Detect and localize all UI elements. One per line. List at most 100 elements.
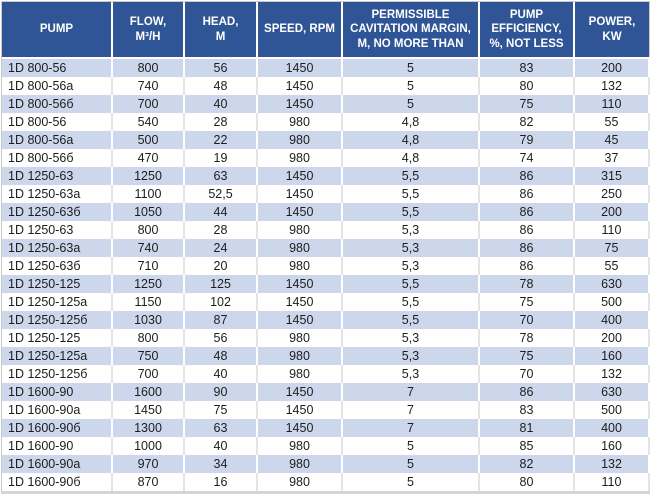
value-cell: 980 bbox=[257, 347, 343, 365]
value-cell: 132 bbox=[574, 455, 650, 473]
value-cell: 80 bbox=[479, 77, 575, 95]
value-cell: 7 bbox=[342, 401, 480, 419]
value-cell: 1450 bbox=[257, 95, 343, 113]
value-cell: 980 bbox=[257, 257, 343, 275]
value-cell: 82 bbox=[479, 455, 575, 473]
value-cell: 24 bbox=[184, 239, 258, 257]
value-cell: 1250 bbox=[112, 275, 185, 293]
column-header-5: PUMP EFFICIENCY, %, NOT LESS bbox=[479, 2, 575, 59]
value-cell: 160 bbox=[574, 437, 650, 455]
value-cell: 20 bbox=[184, 257, 258, 275]
table-row: 1D 800-56б 470 19 980 4,8 74 37 bbox=[2, 149, 650, 167]
value-cell: 55 bbox=[574, 257, 650, 275]
value-cell: 980 bbox=[257, 113, 343, 131]
pump-name-cell: 1D 1250-125б bbox=[2, 365, 113, 383]
table-row: 1D 1250-63a 1100 52,5 1450 5,5 86 250 bbox=[2, 185, 650, 203]
table-row: 1D 1600-90б 870 16 980 5 80 110 bbox=[2, 473, 650, 491]
column-header-3: SPEED, RPM bbox=[257, 2, 343, 59]
table-row: 1D 1600-90б 1300 63 1450 7 81 400 bbox=[2, 419, 650, 437]
pump-name-cell: 1D 800-56 bbox=[2, 113, 113, 131]
value-cell: 1450 bbox=[257, 419, 343, 437]
value-cell: 200 bbox=[574, 203, 650, 221]
column-header-2: HEAD, M bbox=[184, 2, 258, 59]
pump-name-cell: 1D 1600-90a bbox=[2, 455, 113, 473]
value-cell: 86 bbox=[479, 185, 575, 203]
value-cell: 5 bbox=[342, 455, 480, 473]
pump-name-cell: 1D 1600-90 bbox=[2, 437, 113, 455]
value-cell: 980 bbox=[257, 473, 343, 491]
value-cell: 125 bbox=[184, 275, 258, 293]
value-cell: 5 bbox=[342, 473, 480, 491]
value-cell: 1030 bbox=[112, 311, 185, 329]
value-cell: 86 bbox=[479, 167, 575, 185]
value-cell: 870 bbox=[112, 473, 185, 491]
value-cell: 80 bbox=[479, 473, 575, 491]
pump-name-cell: 1D 1250-63 bbox=[2, 167, 113, 185]
value-cell: 70 bbox=[479, 311, 575, 329]
value-cell: 110 bbox=[574, 221, 650, 239]
value-cell: 1250 bbox=[112, 167, 185, 185]
value-cell: 200 bbox=[574, 58, 650, 77]
table-row: 1D 800-56 800 56 1450 5 83 200 bbox=[2, 58, 650, 77]
table-row: 1D 800-56a 500 22 980 4,8 79 45 bbox=[2, 131, 650, 149]
table-body: 1D 800-56 800 56 1450 5 83 200 1D 800-56a 740 48 1… bbox=[2, 58, 650, 491]
value-cell: 1050 bbox=[112, 203, 185, 221]
value-cell: 500 bbox=[574, 293, 650, 311]
value-cell: 200 bbox=[574, 329, 650, 347]
value-cell: 500 bbox=[574, 401, 650, 419]
value-cell: 78 bbox=[479, 275, 575, 293]
table-row: 1D 1250-63б 710 20 980 5,3 86 55 bbox=[2, 257, 650, 275]
value-cell: 86 bbox=[479, 239, 575, 257]
table-row: 1D 1600-90a 1450 75 1450 7 83 500 bbox=[2, 401, 650, 419]
value-cell: 63 bbox=[184, 167, 258, 185]
pump-name-cell: 1D 1250-63б bbox=[2, 257, 113, 275]
pump-name-cell: 1D 1600-90б bbox=[2, 419, 113, 437]
value-cell: 5,3 bbox=[342, 257, 480, 275]
value-cell: 700 bbox=[112, 365, 185, 383]
pump-name-cell: 1D 1250-63a bbox=[2, 185, 113, 203]
value-cell: 48 bbox=[184, 77, 258, 95]
value-cell: 740 bbox=[112, 77, 185, 95]
value-cell: 5,3 bbox=[342, 329, 480, 347]
value-cell: 1450 bbox=[257, 203, 343, 221]
value-cell: 87 bbox=[184, 311, 258, 329]
table-row: 1D 1250-63a 740 24 980 5,3 86 75 bbox=[2, 239, 650, 257]
value-cell: 4,8 bbox=[342, 113, 480, 131]
pump-name-cell: 1D 1250-125 bbox=[2, 329, 113, 347]
table-row: 1D 1250-63 800 28 980 5,3 86 110 bbox=[2, 221, 650, 239]
value-cell: 1450 bbox=[257, 293, 343, 311]
pump-name-cell: 1D 1600-90a bbox=[2, 401, 113, 419]
value-cell: 82 bbox=[479, 113, 575, 131]
value-cell: 800 bbox=[112, 329, 185, 347]
value-cell: 40 bbox=[184, 95, 258, 113]
pump-name-cell: 1D 1250-63б bbox=[2, 203, 113, 221]
pump-name-cell: 1D 1250-63 bbox=[2, 221, 113, 239]
table-row: 1D 800-56a 740 48 1450 5 80 132 bbox=[2, 77, 650, 95]
column-header-1: FLOW, M³/H bbox=[112, 2, 185, 59]
table-row: 1D 1600-90 1000 40 980 5 85 160 bbox=[2, 437, 650, 455]
value-cell: 85 bbox=[479, 437, 575, 455]
value-cell: 132 bbox=[574, 365, 650, 383]
pump-name-cell: 1D 800-56б bbox=[2, 149, 113, 167]
table-header: PUMP FLOW, M³/H HEAD, M SPEED, RPM PERMISSIB… bbox=[2, 2, 649, 59]
pump-name-cell: 1D 800-56б bbox=[2, 95, 113, 113]
value-cell: 79 bbox=[479, 131, 575, 149]
table-row: 1D 1600-90 1600 90 1450 7 86 630 bbox=[2, 383, 650, 401]
value-cell: 110 bbox=[574, 95, 650, 113]
value-cell: 1450 bbox=[257, 77, 343, 95]
value-cell: 1000 bbox=[112, 437, 185, 455]
value-cell: 90 bbox=[184, 383, 258, 401]
value-cell: 5,3 bbox=[342, 239, 480, 257]
value-cell: 630 bbox=[574, 275, 650, 293]
value-cell: 83 bbox=[479, 401, 575, 419]
value-cell: 5,5 bbox=[342, 275, 480, 293]
value-cell: 5,5 bbox=[342, 311, 480, 329]
value-cell: 7 bbox=[342, 419, 480, 437]
column-header-0: PUMP bbox=[2, 2, 113, 59]
value-cell: 37 bbox=[574, 149, 650, 167]
value-cell: 1600 bbox=[112, 383, 185, 401]
value-cell: 4,8 bbox=[342, 149, 480, 167]
value-cell: 70 bbox=[479, 365, 575, 383]
table-row: 1D 1250-125 1250 125 1450 5,5 78 630 bbox=[2, 275, 650, 293]
